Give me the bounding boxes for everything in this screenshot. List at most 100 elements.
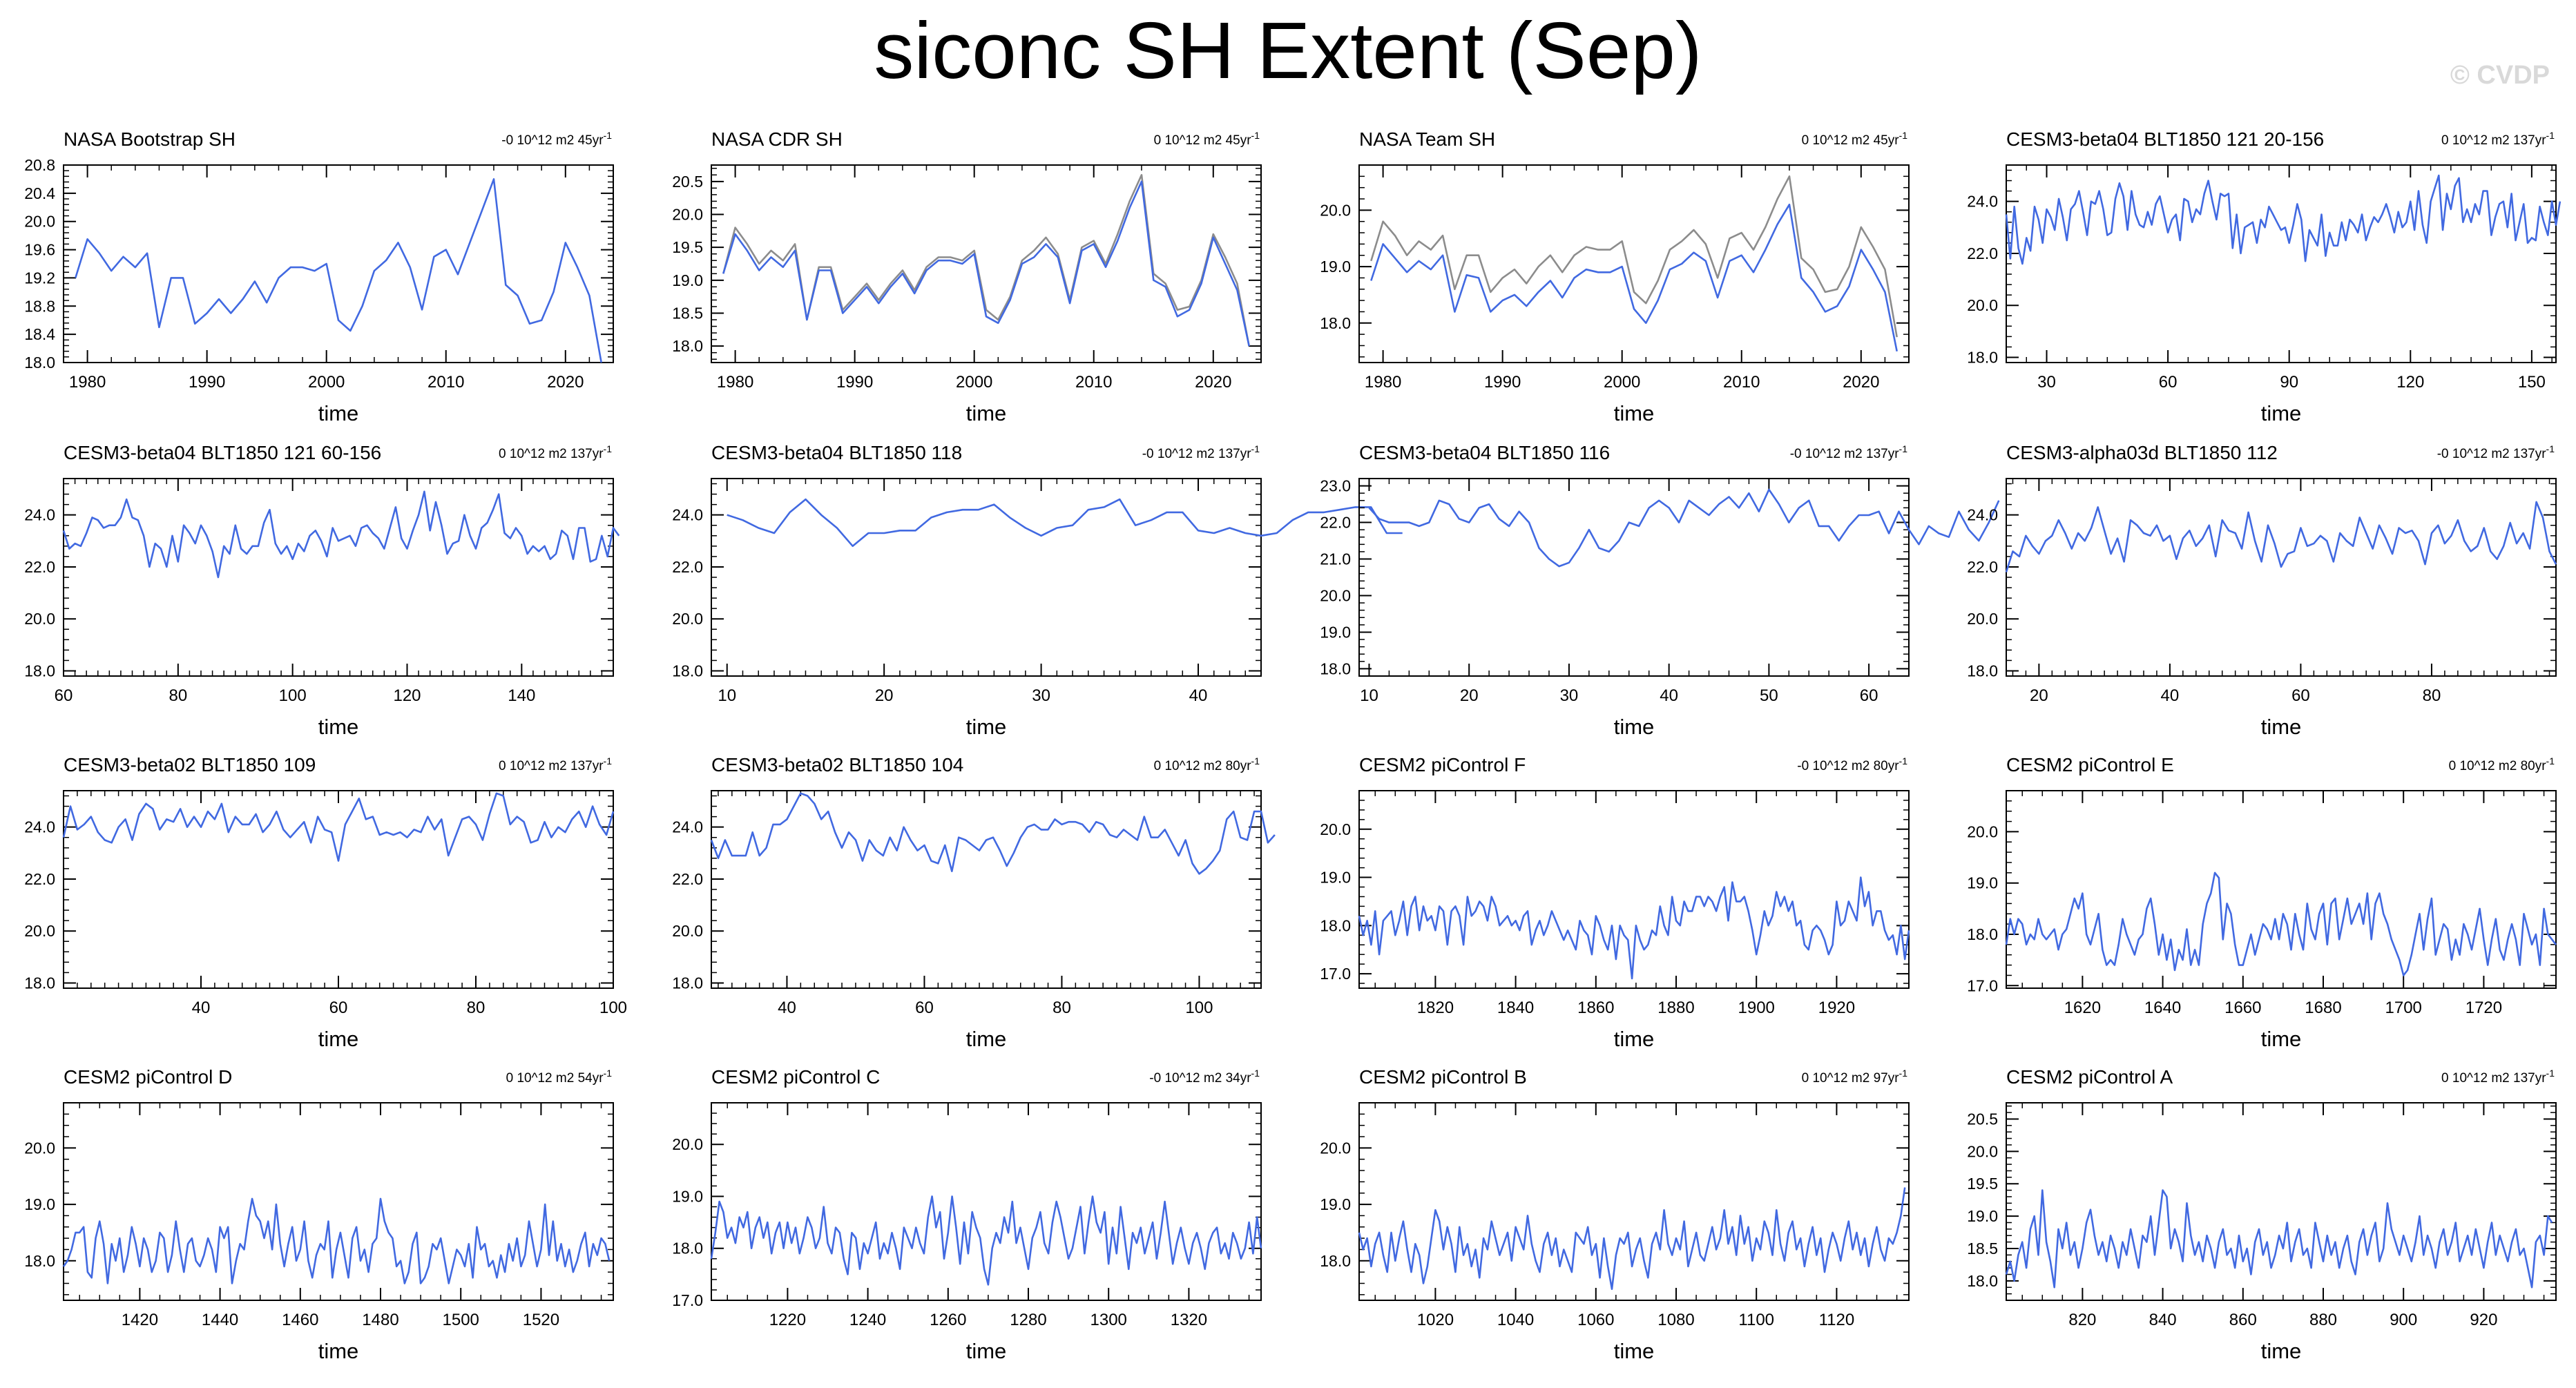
x-tick-label: 1060	[1577, 1311, 1614, 1329]
panel-title: CESM3-beta04 BLT1850 121 60-156	[64, 442, 381, 463]
x-tick-label: 1980	[717, 373, 753, 392]
series-line	[722, 180, 1250, 347]
chart-panel: CESM3-beta04 BLT1850 116 -0 10^12 m2 137y…	[1320, 442, 2000, 739]
y-tick-label: 19.0	[1320, 1195, 1351, 1213]
y-tick-label: 20.0	[1320, 820, 1351, 838]
x-axis-label: time	[318, 1027, 359, 1051]
panel-trend: 0 10^12 m2 137yr-1	[499, 443, 612, 461]
panel-trend: 0 10^12 m2 137yr-1	[2441, 1068, 2555, 1086]
x-tick-label: 80	[2423, 686, 2441, 705]
x-tick-label: 2020	[1843, 373, 1879, 392]
panel-title: CESM2 piControl C	[711, 1066, 880, 1088]
y-tick-label: 18.5	[672, 305, 703, 322]
plot-frame	[63, 164, 614, 363]
panel-title: NASA CDR SH	[711, 128, 843, 150]
x-tick-label: 80	[169, 686, 187, 705]
x-tick-label: 1020	[1417, 1311, 1454, 1329]
x-axis-label: time	[966, 1027, 1007, 1051]
x-tick-label: 1520	[523, 1311, 559, 1329]
y-tick-label: 18.0	[1967, 662, 1998, 679]
x-tick-label: 20	[1460, 686, 1479, 705]
x-axis-label: time	[966, 715, 1007, 739]
chart-panel: CESM2 piControl B 0 10^12 m2 97yr-1 1020 10…	[1320, 1066, 1910, 1363]
panel-title: CESM2 piControl E	[2006, 754, 2174, 775]
x-axis-label: time	[1614, 401, 1655, 425]
series-line	[62, 1197, 611, 1284]
panel-trend: 0 10^12 m2 137yr-1	[2441, 130, 2555, 148]
chart-panel: CESM3-beta04 BLT1850 121 60-156 0 10^12 m…	[24, 442, 620, 739]
y-tick-label: 19.0	[24, 1195, 55, 1213]
y-tick-label: 20.0	[24, 922, 55, 940]
series-line	[1370, 203, 1898, 351]
x-tick-label: 30	[2037, 373, 2056, 392]
x-tick-label: 10	[1360, 686, 1378, 705]
x-tick-label: 820	[2068, 1311, 2096, 1329]
plot-frame	[63, 478, 614, 677]
plot-frame	[711, 1102, 1262, 1301]
x-tick-label: 1990	[189, 373, 225, 392]
page-title: siconc SH Extent (Sep)	[874, 6, 1702, 95]
panel-trend: -0 10^12 m2 137yr-1	[1142, 443, 1260, 461]
y-tick-label: 18.0	[1967, 348, 1998, 366]
x-tick-label: 150	[2518, 373, 2546, 392]
x-tick-label: 2010	[1723, 373, 1760, 392]
y-tick-label: 19.0	[1320, 623, 1351, 641]
chart-panel: CESM3-beta02 BLT1850 104 0 10^12 m2 80yr-…	[672, 754, 1276, 1051]
x-tick-label: 840	[2149, 1311, 2177, 1329]
x-tick-label: 1640	[2144, 999, 2181, 1017]
plot-frame	[1358, 478, 1910, 677]
x-axis-label: time	[318, 1339, 359, 1363]
panel-trend: 0 10^12 m2 80yr-1	[1154, 755, 1260, 773]
x-tick-label: 900	[2390, 1311, 2417, 1329]
plot-frame	[63, 1102, 614, 1301]
panel-title: NASA Bootstrap SH	[64, 128, 236, 150]
x-tick-label: 1980	[1365, 373, 1401, 392]
y-tick-label: 17.0	[672, 1291, 703, 1309]
trend-superscript: -1	[604, 443, 613, 454]
x-tick-label: 40	[778, 999, 796, 1017]
chart-panel: CESM2 piControl A 0 10^12 m2 137yr-1 820 84…	[1967, 1066, 2557, 1363]
x-tick-label: 40	[192, 999, 211, 1017]
series-line	[2005, 174, 2561, 265]
x-axis-label: time	[966, 401, 1007, 425]
plot-frame	[711, 164, 1262, 363]
x-axis-label: time	[2261, 715, 2302, 739]
y-tick-label: 22.0	[1967, 558, 1998, 576]
panel-trend: -0 10^12 m2 80yr-1	[1797, 755, 1907, 773]
series-line	[710, 1195, 1262, 1286]
y-tick-label: 20.5	[672, 173, 703, 191]
x-tick-label: 1500	[443, 1311, 479, 1329]
x-tick-label: 1220	[769, 1311, 806, 1329]
y-tick-label: 18.0	[672, 1240, 703, 1257]
x-tick-label: 860	[2229, 1311, 2257, 1329]
x-tick-label: 80	[467, 999, 486, 1017]
x-tick-label: 40	[2161, 686, 2180, 705]
panel-title: CESM3-beta04 BLT1850 116	[1359, 442, 1610, 463]
y-tick-label: 20.0	[1320, 1139, 1351, 1157]
y-tick-label: 19.0	[1320, 258, 1351, 276]
y-tick-label: 19.0	[1320, 869, 1351, 887]
chart-panel: CESM2 piControl F -0 10^12 m2 80yr-1 1820 1…	[1320, 754, 1910, 1051]
trend-superscript: -1	[1251, 1068, 1260, 1079]
x-tick-label: 1460	[282, 1311, 318, 1329]
trend-superscript: -1	[604, 130, 613, 141]
x-axis-label: time	[2261, 1339, 2302, 1363]
series-line	[2005, 871, 2557, 976]
y-tick-label: 20.0	[1320, 201, 1351, 219]
panel-title: CESM3-beta02 BLT1850 104	[711, 754, 963, 775]
y-tick-label: 18.0	[1320, 314, 1351, 332]
x-tick-label: 1660	[2224, 999, 2261, 1017]
x-tick-label: 1240	[849, 1311, 886, 1329]
x-tick-label: 1080	[1657, 1311, 1694, 1329]
panel-title: CESM2 piControl A	[2006, 1066, 2173, 1088]
x-tick-label: 1880	[1657, 999, 1694, 1017]
series-line	[2005, 1189, 2553, 1289]
y-tick-label: 18.0	[1320, 916, 1351, 934]
y-tick-label: 20.0	[1967, 822, 1998, 840]
series-line	[710, 792, 1276, 875]
series-line	[1370, 175, 1898, 338]
x-tick-label: 2010	[1075, 373, 1112, 392]
x-tick-label: 1100	[1738, 1311, 1774, 1329]
x-tick-label: 30	[1032, 686, 1050, 705]
